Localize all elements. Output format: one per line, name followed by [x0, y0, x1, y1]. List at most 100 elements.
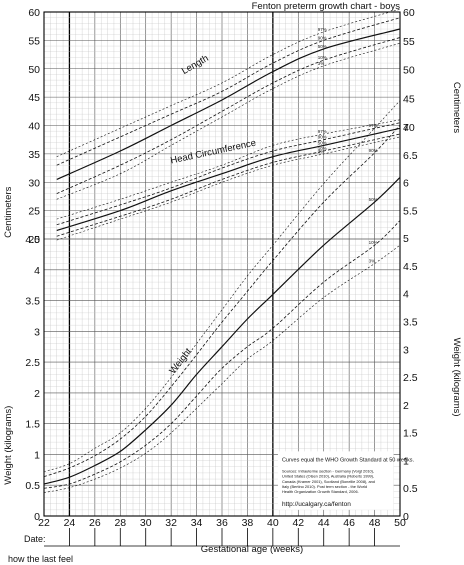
- note-title: Curves equal the WHO Growth Standard at …: [282, 457, 415, 463]
- note-box: [277, 451, 394, 510]
- x-tick-label: 46: [343, 517, 355, 529]
- right-weight-tick-label: 1: [403, 455, 409, 467]
- x-tick-label: 38: [242, 517, 254, 529]
- head-circumference-p50-line: [56, 127, 401, 232]
- left-cm-tick-label: 35: [28, 149, 40, 161]
- left-cm-tick-label: 30: [28, 177, 40, 189]
- percentile-label: 97%: [318, 129, 327, 134]
- length-p50-line: [56, 28, 401, 180]
- length-p90-line: [56, 17, 401, 166]
- x-tick-label: 26: [89, 517, 101, 529]
- right-weight-tick-label: 6.5: [403, 150, 418, 162]
- percentile-label: 50%: [369, 197, 378, 202]
- x-tick-label: 34: [191, 517, 203, 529]
- note-sources-line: Health Organization Growth Standard, 200…: [282, 489, 359, 494]
- x-tick-label: 30: [140, 517, 152, 529]
- left-cm-tick-label: 55: [28, 35, 40, 47]
- x-tick-label: 44: [318, 517, 330, 529]
- right-weight-tick-label: 2: [403, 400, 409, 412]
- right-weight-tick-label: 3.5: [403, 317, 418, 329]
- percentile-label: 50%: [318, 140, 327, 145]
- head-circumference-p97-line: [56, 119, 401, 220]
- left-weight-tick-label: 2.5: [25, 357, 40, 369]
- percentile-label: 3%: [318, 149, 325, 154]
- percentile-label: 90%: [318, 135, 327, 140]
- note-sources-line: Sources: Intrauterine section - Germany …: [282, 468, 374, 473]
- left-cm-tick-label: 25: [28, 206, 40, 218]
- right-cm-tick-label: 40: [403, 122, 415, 134]
- x-tick-label: 40: [267, 517, 279, 529]
- left-cm-tick-label: 45: [28, 92, 40, 104]
- weight-p3-line: [43, 244, 401, 493]
- left-weight-tick-label: 2: [34, 388, 40, 400]
- percentile-label: 97%: [369, 123, 378, 128]
- right-cm-tick-label: 50: [403, 65, 415, 77]
- right-cm-tick-label: 55: [403, 36, 415, 48]
- percentile-label: 90%: [318, 35, 327, 40]
- weight-p97-line: [43, 100, 401, 472]
- weight-p90-line: [43, 124, 401, 477]
- left-weight-tick-label: 4: [34, 265, 40, 277]
- x-tick-label: 32: [165, 517, 177, 529]
- note-sources-line: Italy (Bertino 2010). Post term section …: [282, 484, 367, 489]
- footer-text: how the last feel: [8, 554, 73, 564]
- right-weight-tick-label: 7: [403, 122, 409, 134]
- left-weight-axis-label: Weight (kilograms): [3, 406, 14, 485]
- left-weight-tick-label: 0.5: [25, 480, 40, 492]
- weight-p50-line: [43, 176, 401, 485]
- left-weight-tick-label: 1: [34, 449, 40, 461]
- right-weight-tick-label: 6: [403, 178, 409, 190]
- right-weight-tick-label: 1.5: [403, 428, 418, 440]
- note-sources-line: Canada (Kramer 2001), Scotland (Bonellie…: [282, 479, 375, 484]
- right-cm-tick-label: 60: [403, 7, 415, 19]
- right-cm-tick-label: 45: [403, 93, 415, 105]
- head-circumference-p3-line: [56, 136, 401, 241]
- note-sources-line: United States (Olsen 2010), Australia (R…: [282, 474, 374, 479]
- length-p97-line: [56, 8, 401, 157]
- x-tick-label: 36: [216, 517, 228, 529]
- date-label: Date:: [24, 534, 46, 544]
- left-weight-tick-label: 3.5: [25, 296, 40, 308]
- right-weight-tick-label: 0.5: [403, 483, 418, 495]
- length-p3-line: [56, 42, 401, 200]
- left-cm-tick-label: 20: [28, 234, 40, 246]
- right-weight-axis-label: Weight (kilograms): [451, 338, 462, 417]
- x-tick-label: 50: [394, 517, 406, 529]
- right-cm-axis-label: Centimeters: [451, 82, 462, 133]
- right-weight-tick-label: 5.5: [403, 205, 418, 217]
- percentile-label: 10%: [318, 55, 327, 60]
- right-weight-tick-label: 4: [403, 289, 409, 301]
- left-weight-tick-label: 0: [34, 511, 40, 523]
- left-cm-tick-label: 50: [28, 64, 40, 76]
- percentile-label: 10%: [369, 240, 378, 245]
- x-tick-label: 48: [369, 517, 381, 529]
- x-tick-label: 28: [114, 517, 126, 529]
- x-tick-label: 42: [292, 517, 304, 529]
- percentile-label: 50%: [318, 44, 327, 49]
- left-cm-tick-label: 40: [28, 121, 40, 133]
- right-weight-tick-label: 2.5: [403, 372, 418, 384]
- right-weight-tick-label: 4.5: [403, 261, 418, 273]
- right-weight-tick-label: 3: [403, 344, 409, 356]
- note-url: http://ucalgary.ca/fenton: [282, 501, 351, 508]
- right-weight-tick-label: 5: [403, 233, 409, 245]
- plot-border: [43, 11, 401, 517]
- percentile-label: 3%: [369, 259, 376, 264]
- head-circumference-p10-line: [56, 133, 401, 237]
- x-tick-label: 24: [64, 517, 76, 529]
- percentile-label: 3%: [318, 61, 325, 66]
- head-circumference-p90-line: [56, 122, 401, 226]
- right-weight-tick-label: 0: [403, 511, 409, 523]
- left-weight-tick-label: 1.5: [25, 419, 40, 431]
- left-weight-tick-label: 4.5: [25, 234, 40, 246]
- left-cm-tick-label: 60: [28, 7, 40, 19]
- left-weight-tick-label: 3: [34, 326, 40, 338]
- percentile-label: 90%: [369, 148, 378, 153]
- percentile-label: 97%: [318, 27, 327, 32]
- x-axis-label: Gestational age (weeks): [201, 544, 303, 555]
- chart-title: Fenton preterm growth chart - boys: [252, 1, 401, 12]
- x-tick-label: 22: [38, 517, 50, 529]
- weight-p10-line: [43, 220, 401, 489]
